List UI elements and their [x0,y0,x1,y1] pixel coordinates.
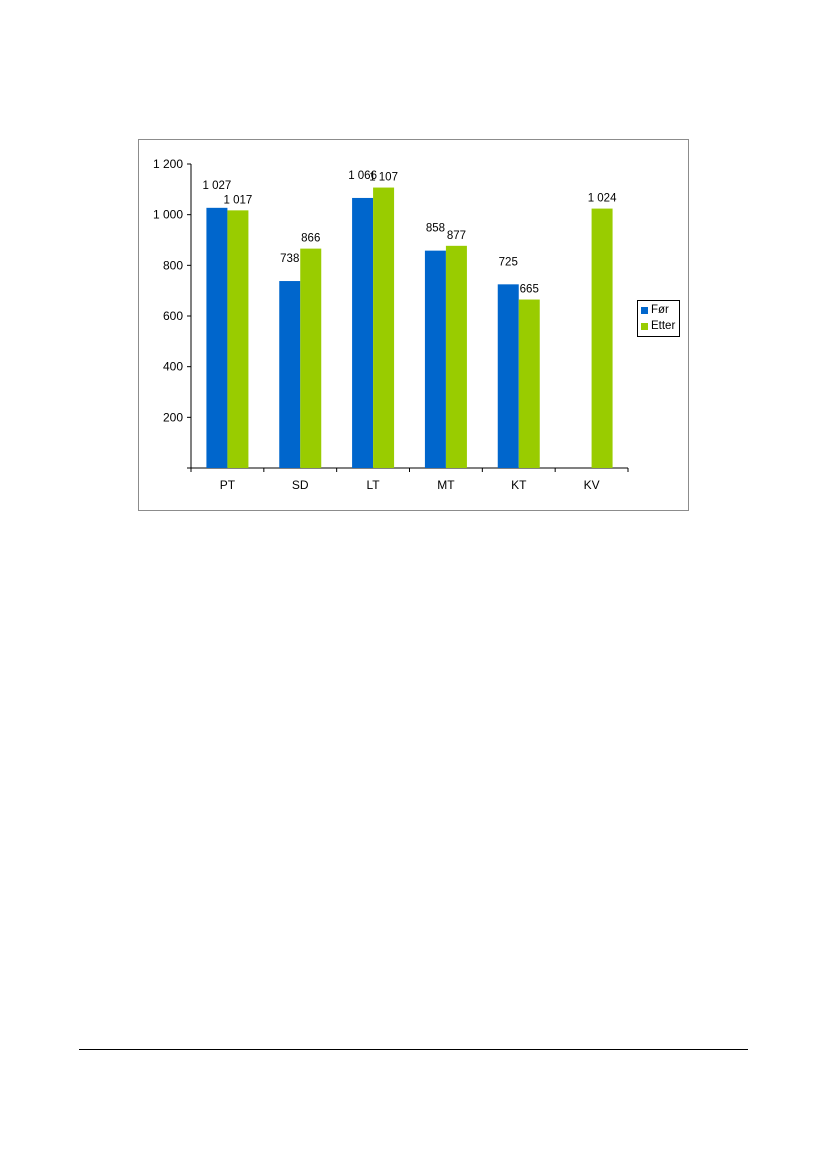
data-label: 1 066 [348,170,377,182]
data-label: 665 [520,284,539,296]
y-tick-label: 800 [163,258,183,272]
bar-før-lt [352,197,374,469]
legend-item-etter: Etter [641,318,679,334]
data-label: 1 107 [369,172,398,184]
y-tick-label: 600 [163,309,183,323]
bar-etter-kv [591,208,613,468]
data-label: 1 017 [224,194,253,206]
data-label: 877 [447,230,466,242]
y-tick-label: 1 000 [153,208,183,222]
data-label: 858 [426,223,445,235]
data-label: 1 024 [588,193,617,205]
y-tick-label: 1 200 [153,157,183,171]
legend-label-for: Før [651,304,669,316]
bar-etter-sd [300,248,322,468]
bar-etter-mt [445,245,467,468]
data-label: 1 027 [203,180,232,192]
y-tick-label: 200 [163,410,183,424]
x-tick-label: MT [437,478,455,492]
x-tick-label: KT [511,478,527,492]
x-tick-label: LT [367,478,381,492]
bar-før-mt [424,250,446,468]
x-tick-label: KV [584,478,600,492]
legend: Før Etter [637,300,680,337]
footer-rule [79,1049,748,1050]
data-label: 725 [499,256,518,268]
bar-etter-pt [227,210,249,469]
legend-label-etter: Etter [651,320,676,332]
data-label: 866 [301,233,320,245]
legend-swatch-for [641,306,648,314]
legend-item-for: Før [641,302,679,318]
bar-før-sd [279,281,301,468]
bar-før-kt [497,284,519,468]
y-tick-label: 400 [163,360,183,374]
bar-etter-lt [373,187,395,468]
data-label: 738 [280,253,299,265]
legend-swatch-etter [641,322,648,330]
x-tick-label: SD [292,478,309,492]
x-tick-label: PT [220,478,236,492]
bar-før-pt [206,207,228,468]
bar-etter-kt [518,299,540,468]
